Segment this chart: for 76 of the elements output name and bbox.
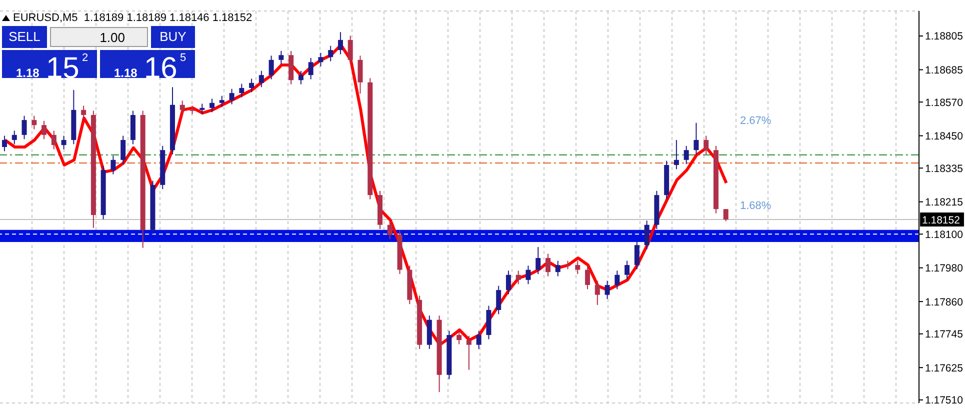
candlestick — [545, 253, 550, 277]
candlestick — [219, 95, 224, 108]
candlestick — [110, 155, 116, 175]
annotation: 1.18 — [16, 66, 40, 80]
candlestick — [604, 280, 610, 300]
candlestick — [51, 130, 56, 150]
candlestick — [32, 115, 37, 130]
candlestick — [12, 130, 17, 145]
candlestick — [328, 45, 334, 62]
candlestick — [358, 55, 363, 94]
y-tick-label: 1.18215 — [925, 196, 964, 209]
candlestick — [585, 265, 590, 290]
chart-title: EURUSD,M5 1.18189 1.18189 1.18146 1.18152 — [13, 12, 252, 24]
candlestick — [723, 208, 728, 222]
candlestick — [81, 105, 86, 120]
candlestick — [308, 57, 314, 80]
y-tick-label: 1.17745 — [925, 328, 964, 341]
annotation: 1.68% — [740, 200, 772, 212]
candlestick — [694, 122, 699, 155]
y-tick-label: 1.18805 — [925, 30, 964, 43]
candlestick — [258, 70, 264, 88]
annotation: SELL — [2, 26, 47, 48]
annotation: BUY — [151, 26, 195, 48]
candlestick — [210, 98, 215, 113]
annotation: 16 — [144, 52, 178, 86]
candlestick — [61, 135, 66, 150]
candlestick — [318, 52, 324, 67]
candlestick — [239, 83, 244, 98]
y-tick-label: 1.17980 — [925, 262, 964, 275]
candlestick — [2, 135, 7, 152]
y-tick-label: 1.18100 — [925, 228, 964, 241]
candlestick — [180, 100, 185, 115]
annotation: 2 — [82, 52, 88, 64]
y-tick-label: 1.18685 — [925, 64, 964, 76]
annotation: 1.00 — [50, 27, 148, 47]
ref-line-label: 1.18152 — [922, 214, 960, 227]
candlestick — [200, 103, 205, 115]
candlestick — [516, 270, 521, 285]
candlestick — [249, 78, 254, 93]
candlestick — [496, 285, 502, 315]
candlestick — [634, 240, 640, 270]
candlestick — [476, 330, 482, 350]
y-tick-label: 1.17860 — [925, 296, 964, 308]
candlestick — [268, 55, 274, 80]
annotation: 1.18 — [114, 66, 138, 80]
candlestick — [575, 260, 580, 275]
annotation: 2.67% — [740, 115, 772, 127]
candlestick — [644, 220, 650, 250]
y-tick-label: 1.17510 — [925, 394, 964, 407]
y-tick-label: 1.18450 — [925, 130, 964, 142]
candlestick — [684, 145, 689, 165]
candlestick — [229, 88, 234, 105]
candlestick — [22, 115, 27, 140]
y-tick-label: 1.18335 — [925, 162, 964, 175]
candlestick — [120, 135, 126, 165]
candlestick — [387, 220, 392, 240]
candlestick — [674, 139, 679, 170]
candlestick — [466, 335, 472, 370]
candlestick — [555, 260, 560, 277]
candlestick — [614, 270, 620, 290]
candlestick — [42, 120, 47, 140]
y-tick-label: 1.18570 — [925, 96, 964, 109]
candlestick — [278, 50, 284, 65]
annotation: 15 — [46, 52, 80, 86]
candlestick — [348, 35, 353, 65]
candlestick — [536, 246, 541, 275]
candlestick — [338, 32, 343, 55]
candlestick — [704, 135, 709, 155]
annotation: 5 — [180, 52, 186, 64]
candlestick — [298, 70, 304, 85]
y-tick-label: 1.17625 — [925, 362, 964, 374]
candlestick — [456, 330, 462, 345]
candlestick — [624, 260, 630, 280]
candlestick — [594, 280, 600, 306]
candlestick — [506, 270, 511, 295]
candlestick — [526, 265, 531, 285]
